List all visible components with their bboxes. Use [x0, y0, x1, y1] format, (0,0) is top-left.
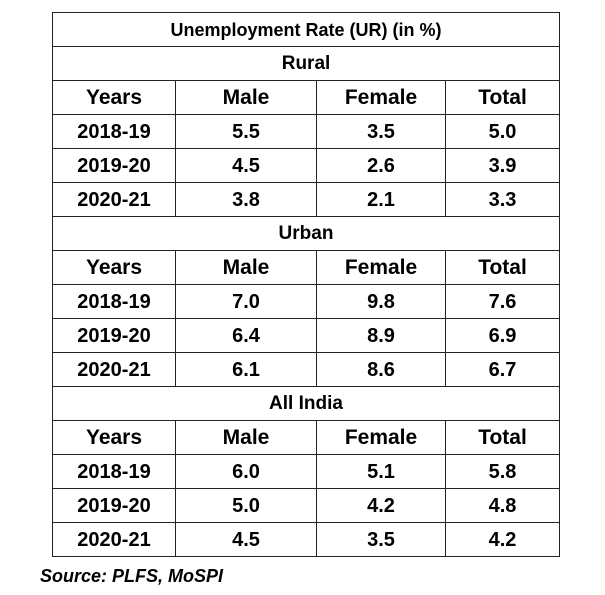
cell-male: 4.5	[175, 522, 317, 557]
section-title-all-india: All India	[51, 386, 561, 421]
cell-male: 6.0	[175, 454, 317, 489]
cell-male: 3.8	[175, 182, 317, 217]
cell-year: 2020-21	[52, 182, 176, 217]
cell-year: 2019-20	[52, 318, 176, 353]
source-note: Source: PLFS, MoSPI	[40, 566, 224, 586]
cell-year: 2020-21	[52, 522, 176, 557]
cell-year: 2018-19	[52, 114, 176, 149]
cell-total: 7.6	[444, 284, 561, 319]
table-row: 2019-20 5.0 4.2 4.8	[52, 488, 561, 523]
cell-female: 8.6	[316, 352, 446, 387]
cell-male: 4.5	[175, 148, 317, 183]
column-header-total: Total	[444, 250, 561, 285]
column-header-female: Female	[316, 80, 446, 115]
column-header-female: Female	[316, 250, 446, 285]
unemployment-rate-table: Unemployment Rate (UR) (in %) Rural Year…	[51, 12, 561, 557]
cell-male: 6.1	[175, 352, 317, 387]
table-row: 2019-20 6.4 8.9 6.9	[52, 318, 561, 353]
cell-female: 9.8	[316, 284, 446, 319]
cell-female: 3.5	[316, 114, 446, 149]
section-title-urban: Urban	[51, 216, 561, 251]
cell-total: 4.8	[444, 488, 561, 523]
cell-male: 5.0	[175, 488, 317, 523]
cell-year: 2020-21	[52, 352, 176, 387]
header-row: Years Male Female Total	[52, 250, 561, 285]
cell-female: 2.1	[316, 182, 446, 217]
table-title: Unemployment Rate (UR) (in %)	[51, 12, 561, 47]
cell-male: 7.0	[175, 284, 317, 319]
unemployment-table-container: Unemployment Rate (UR) (in %) Rural Year…	[51, 12, 561, 557]
column-header-male: Male	[175, 80, 317, 115]
column-header-years: Years	[52, 250, 176, 285]
column-header-total: Total	[444, 420, 561, 455]
column-header-years: Years	[52, 420, 176, 455]
header-row: Years Male Female Total	[52, 80, 561, 115]
cell-total: 6.7	[444, 352, 561, 387]
cell-year: 2019-20	[52, 488, 176, 523]
table-row: 2020-21 6.1 8.6 6.7	[52, 352, 561, 387]
cell-total: 3.9	[444, 148, 561, 183]
table-row: 2018-19 7.0 9.8 7.6	[52, 284, 561, 319]
column-header-years: Years	[52, 80, 176, 115]
table-row: 2018-19 6.0 5.1 5.8	[52, 454, 561, 489]
cell-year: 2018-19	[52, 284, 176, 319]
header-row: Years Male Female Total	[52, 420, 561, 455]
cell-total: 4.2	[444, 522, 561, 557]
cell-male: 6.4	[175, 318, 317, 353]
section-title-rural: Rural	[51, 46, 561, 81]
column-header-male: Male	[175, 250, 317, 285]
cell-female: 3.5	[316, 522, 446, 557]
column-header-male: Male	[175, 420, 317, 455]
cell-total: 6.9	[444, 318, 561, 353]
cell-total: 5.0	[444, 114, 561, 149]
cell-female: 8.9	[316, 318, 446, 353]
cell-male: 5.5	[175, 114, 317, 149]
table-row: 2018-19 5.5 3.5 5.0	[52, 114, 561, 149]
cell-total: 3.3	[444, 182, 561, 217]
cell-total: 5.8	[444, 454, 561, 489]
cell-female: 5.1	[316, 454, 446, 489]
cell-year: 2019-20	[52, 148, 176, 183]
cell-year: 2018-19	[52, 454, 176, 489]
column-header-female: Female	[316, 420, 446, 455]
column-header-total: Total	[444, 80, 561, 115]
table-row: 2020-21 3.8 2.1 3.3	[52, 182, 561, 217]
table-row: 2020-21 4.5 3.5 4.2	[52, 522, 561, 557]
cell-female: 4.2	[316, 488, 446, 523]
cell-female: 2.6	[316, 148, 446, 183]
table-row: 2019-20 4.5 2.6 3.9	[52, 148, 561, 183]
